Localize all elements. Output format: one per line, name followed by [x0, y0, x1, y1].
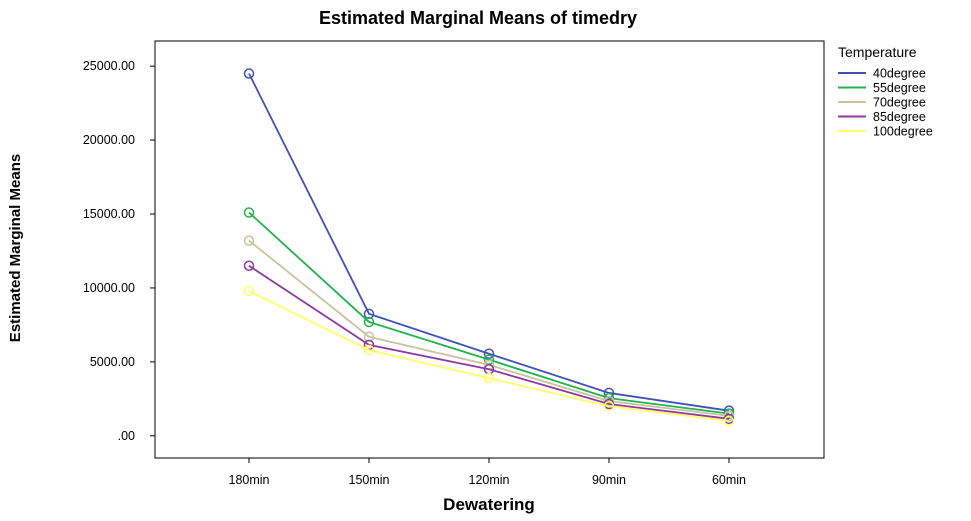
y-tick-label: 20000.00: [83, 133, 135, 147]
x-axis: 180min 150min 120min 90min 60min: [229, 458, 746, 487]
series-layer: [243, 68, 735, 427]
legend: Temperature 40degree55degree70degree85de…: [838, 44, 933, 139]
data-point: [363, 331, 375, 342]
x-tick-label: 150min: [349, 473, 390, 487]
data-point: [243, 207, 255, 218]
y-axis-label: Estimated Marginal Means: [7, 154, 24, 342]
x-tick-label: 120min: [469, 473, 510, 487]
data-point: [603, 400, 615, 412]
series-40degree: [243, 68, 735, 416]
series-line: [248, 239, 730, 417]
data-point: [363, 308, 375, 320]
data-point: [483, 372, 495, 384]
legend-entry: 100degree: [873, 125, 933, 139]
y-tick-label: 5000.00: [90, 355, 135, 369]
series-line: [248, 265, 730, 420]
series-70degree: [243, 235, 735, 422]
x-tick-label: 180min: [229, 473, 270, 487]
legend-entry: 70degree: [873, 96, 926, 110]
y-tick-label: 10000.00: [83, 281, 135, 295]
legend-entry: 55degree: [873, 81, 926, 95]
series-line: [248, 73, 730, 412]
data-point: [483, 348, 495, 359]
data-point: [243, 260, 255, 272]
series-55degree: [243, 207, 735, 419]
y-tick-label: 25000.00: [83, 59, 135, 73]
x-axis-label: Dewatering: [443, 495, 535, 514]
y-tick-label: .00: [118, 429, 135, 443]
y-axis: .00 5000.00 10000.00 15000.00 20000.00 25000.…: [83, 59, 155, 443]
data-point: [243, 235, 255, 246]
legend-title: Temperature: [838, 44, 917, 60]
chart-title: Estimated Marginal Means of timedry: [319, 8, 637, 28]
plot-frame: [154, 40, 825, 459]
series-85degree: [243, 260, 735, 425]
data-point: [363, 344, 375, 356]
x-tick-label: 60min: [712, 473, 746, 487]
data-point: [603, 392, 615, 404]
series-line: [248, 290, 730, 422]
data-point: [363, 316, 375, 328]
y-tick-label: 15000.00: [83, 207, 135, 221]
legend-entry: 40degree: [873, 67, 926, 81]
data-point: [243, 285, 255, 297]
data-point: [723, 415, 735, 427]
legend-entry: 85degree: [873, 110, 926, 124]
data-point: [243, 68, 255, 79]
x-tick-label: 90min: [592, 473, 626, 487]
series-100degree: [243, 285, 735, 427]
